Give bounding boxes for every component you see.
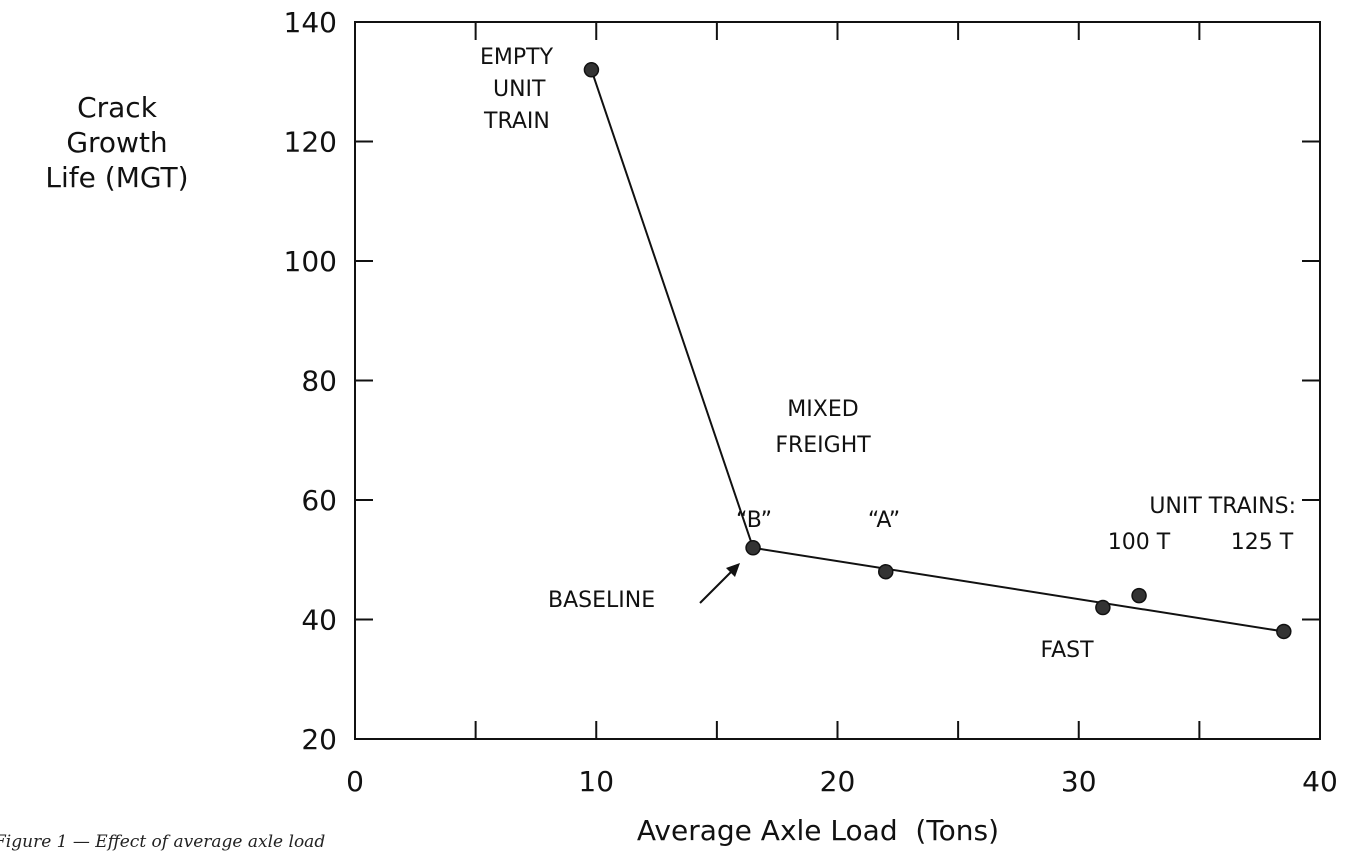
data-point-2 xyxy=(878,563,894,580)
x-tick-label-20: 20 xyxy=(820,765,856,798)
annotation-train: TRAIN xyxy=(483,109,550,134)
annotation-freight: FREIGHT xyxy=(775,433,871,458)
x-tick-label-0: 0 xyxy=(346,765,364,798)
figure-caption: Figure 1 — Effect of average axle load xyxy=(0,832,326,852)
x-axis-title: Average Axle Load (Tons) xyxy=(637,814,999,847)
x-tick-labels: 0 10 20 30 40 xyxy=(346,765,1338,798)
annotation-125t: 125 T xyxy=(1231,530,1294,555)
data-point-3 xyxy=(1095,599,1111,616)
annotation-unit: UNIT xyxy=(493,77,546,102)
annotation-a: “A” xyxy=(868,508,900,533)
y-axis-title-line-1: Crack xyxy=(77,91,158,124)
y-tick-label-60: 60 xyxy=(301,484,337,517)
y-tick-label-100: 100 xyxy=(284,245,337,278)
y-axis-title-line-3: Life (MGT) xyxy=(45,161,188,194)
x-tick-label-30: 30 xyxy=(1061,765,1097,798)
data-point-4 xyxy=(1131,587,1147,604)
y-axis-title-line-2: Growth xyxy=(66,126,167,159)
annotation-fast: FAST xyxy=(1040,638,1094,663)
annotation-unit-trains: UNIT TRAINS: xyxy=(1149,494,1296,519)
x-tick-label-40: 40 xyxy=(1302,765,1338,798)
y-tick-labels: 20 40 60 80 100 120 140 xyxy=(284,6,337,756)
y-tick-label-140: 140 xyxy=(284,6,337,39)
annotation-baseline: BASELINE xyxy=(548,588,655,613)
data-series xyxy=(583,62,1292,640)
y-tick-label-120: 120 xyxy=(284,126,337,159)
y-tick-label-20: 20 xyxy=(301,723,337,756)
x-tick-label-10: 10 xyxy=(578,765,614,798)
data-point-5 xyxy=(1276,623,1292,640)
data-point-1 xyxy=(745,540,761,556)
annotation-100t: 100 T xyxy=(1108,530,1171,555)
series-line xyxy=(590,69,1284,633)
data-point-0 xyxy=(583,62,600,78)
annotation-empty: EMPTY xyxy=(480,45,554,70)
baseline-arrow-head xyxy=(726,563,740,577)
y-tick-label-80: 80 xyxy=(301,365,337,398)
axis-ticks xyxy=(355,22,1320,739)
y-tick-label-40: 40 xyxy=(301,604,337,637)
annotation-mixed: MIXED xyxy=(787,397,858,422)
annotation-b: “B” xyxy=(736,508,772,533)
